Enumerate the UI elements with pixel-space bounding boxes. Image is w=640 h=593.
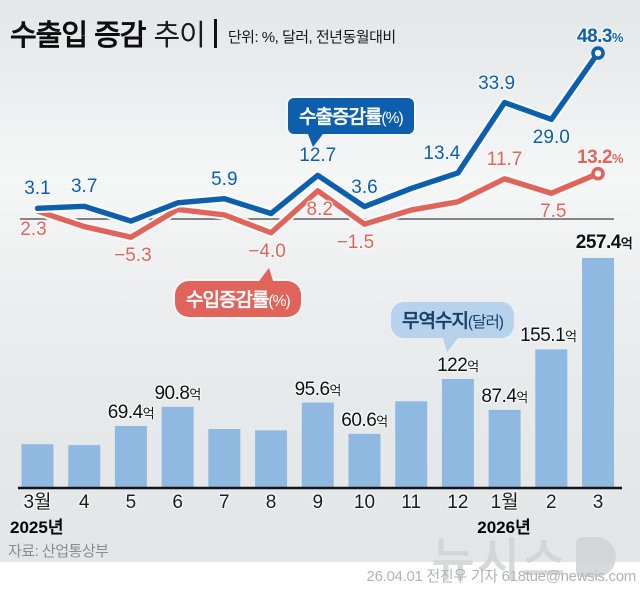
unit-label: 단위: %, 달러, 전년동월대비 (227, 29, 396, 46)
import-value-label: 13.2% (577, 146, 623, 168)
month-label: 5 (125, 492, 137, 513)
export-value-label: 48.3% (577, 26, 623, 48)
month-label: 3 (592, 492, 604, 513)
import-value-label: 8.2 (306, 198, 333, 220)
trade-balance-bar (348, 433, 381, 488)
line-end-marker (591, 166, 605, 181)
bar-value-label: 155.1억 (520, 325, 577, 347)
export-value-label: 12.7 (299, 145, 337, 167)
title-divider (213, 18, 217, 48)
export-value-label: 5.9 (211, 168, 238, 190)
trade-balance-bar (255, 430, 288, 488)
bottom-white-strip (0, 562, 640, 593)
bar-value-label: 87.4억 (481, 385, 528, 407)
import-value-label: −4.0 (248, 240, 286, 262)
bar-value-label: 95.6억 (294, 378, 342, 400)
trade-balance-bar (441, 378, 474, 488)
trade-balance-bar (208, 429, 241, 488)
export-line (34, 50, 601, 224)
page-title-suffix: 추이 (153, 20, 205, 52)
month-label: 1월 (490, 492, 519, 513)
month-label: 7 (219, 492, 230, 513)
export-value-label: 33.9 (478, 72, 516, 94)
trade-balance-bar (114, 425, 147, 488)
bar-value-label: 257.4억 (575, 231, 633, 253)
trade-balance-bar (395, 401, 428, 488)
export-value-label: 3.7 (70, 176, 98, 198)
month-label: 12 (447, 492, 469, 513)
export-series-legend-unit: (%) (381, 110, 403, 127)
newsis-watermark-text: 뉴시스 (432, 534, 568, 586)
trade-balance-bar (68, 445, 101, 488)
trade-balance-bar (301, 402, 334, 488)
import-value-label: 2.3 (20, 219, 47, 241)
trade-balance-bar (21, 444, 54, 488)
trade-balance-bar (161, 406, 194, 488)
newsis-watermark: 뉴시스 (432, 524, 616, 590)
newsis-logo-icon (575, 537, 616, 577)
trade-balance-legend-text: 무역수지 (402, 311, 469, 332)
byline-credit: 26.04.01 전진우 기자 618tue@newsis.com (366, 568, 637, 585)
import-value-label: 11.7 (486, 148, 523, 170)
import-value-label: −5.3 (114, 245, 152, 267)
source-label: 자료: 산업통상부 (8, 543, 109, 560)
bubble-tail-icon (259, 268, 273, 281)
trade-balance-legend: 무역수지(달러) (391, 302, 514, 352)
export-series-legend-text: 수출증감률 (299, 107, 382, 128)
export-value-label: 3.6 (351, 176, 378, 198)
bubble-tail-icon (308, 134, 323, 147)
bar-value-label: 122억 (437, 354, 479, 376)
page-title: 수출입 증감 (10, 20, 146, 52)
bar-value-label: 90.8억 (154, 382, 201, 404)
trade-balance-legend-unit: (달러) (467, 314, 504, 331)
import-series-legend-unit: (%) (268, 293, 290, 310)
month-label: 2 (546, 492, 557, 513)
line-end-marker (591, 46, 605, 60)
export-value-label: 13.4 (423, 142, 461, 164)
trade-balance-bar (535, 349, 568, 488)
chart-header: 수출입 증감 추이 단위: %, 달러, 전년동월대비 (10, 12, 396, 54)
export-value-label: 29.0 (532, 127, 570, 149)
bar-value-label: 60.6억 (341, 409, 388, 431)
export-value-label: 3.1 (24, 178, 51, 200)
month-label: 3월 (23, 492, 52, 513)
import-series-legend-text: 수입증감률 (186, 290, 269, 311)
import-series-legend: 수입증감률(%) (175, 268, 301, 317)
month-label: 4 (78, 492, 90, 513)
bar-value-label: 69.4억 (107, 401, 155, 423)
month-label: 11 (401, 492, 422, 513)
month-label: 6 (172, 492, 183, 513)
import-line (34, 170, 601, 240)
trade-balance-bar (488, 409, 521, 488)
export-series-legend: 수출증감률(%) (288, 98, 414, 147)
month-label: 8 (265, 492, 277, 513)
bubble-tail-icon (443, 338, 458, 352)
year-label-2025: 2025년 (10, 518, 64, 537)
import-value-label: 7.5 (540, 201, 567, 223)
month-label: 10 (353, 492, 376, 513)
year-label-2026: 2026년 (477, 518, 531, 537)
trade-balance-bar (582, 257, 615, 488)
month-label: 9 (312, 492, 324, 513)
import-value-label: −1.5 (336, 232, 375, 254)
